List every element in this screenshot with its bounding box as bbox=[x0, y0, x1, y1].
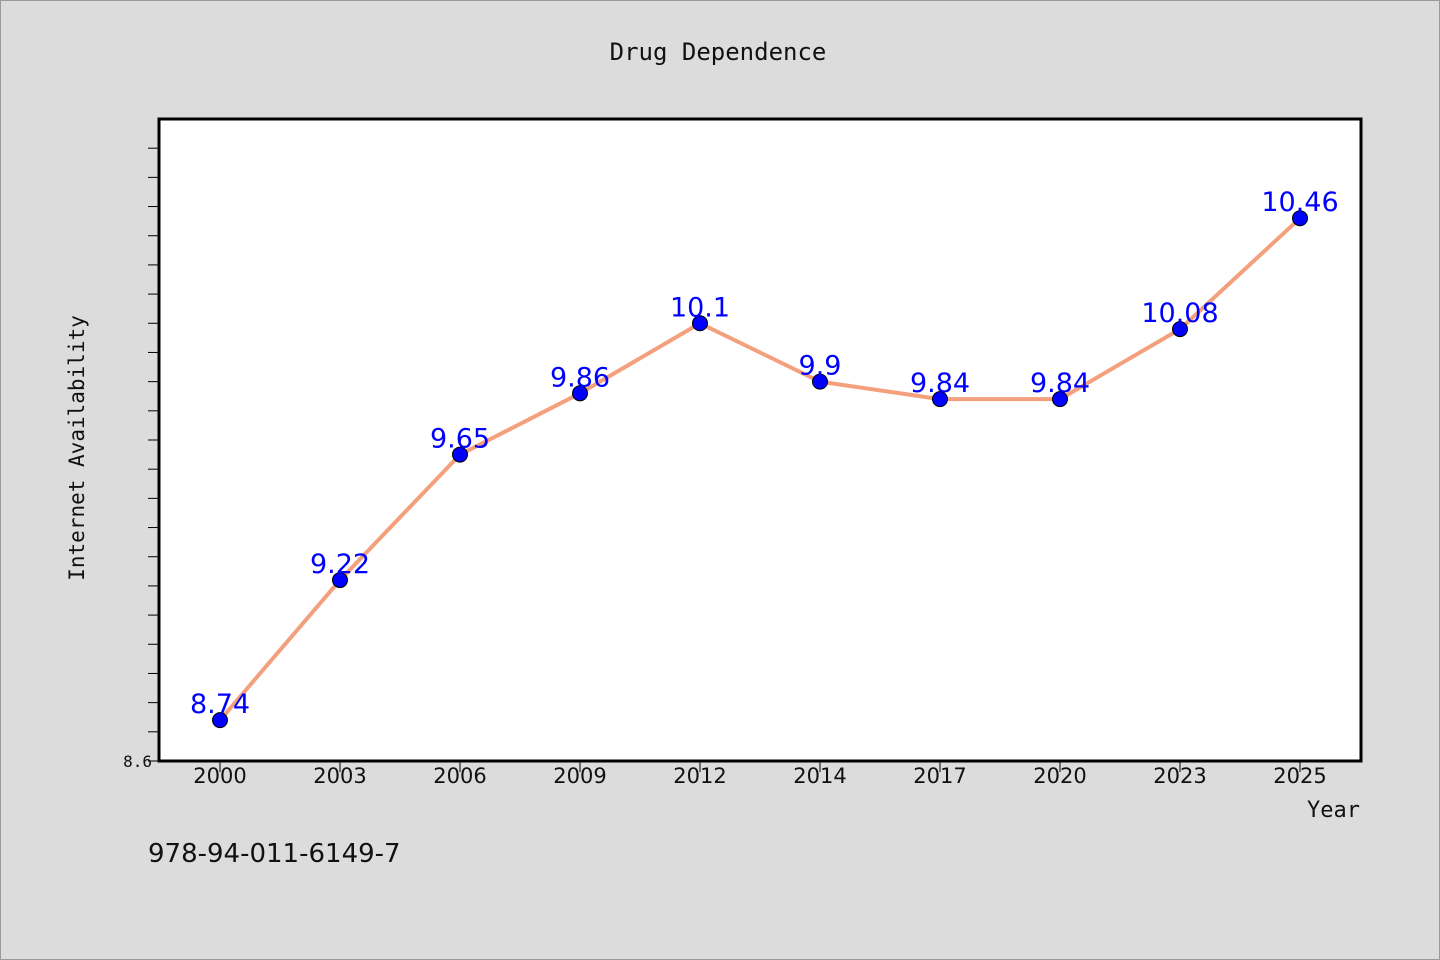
x-tick-label: 2012 bbox=[673, 764, 726, 788]
data-point bbox=[932, 391, 948, 408]
footer-id-text: 978-94-011-6149-7 bbox=[148, 839, 401, 869]
x-tick-label: 2006 bbox=[433, 764, 486, 788]
x-tick-label: 2003 bbox=[313, 764, 366, 788]
x-tick-label: 2017 bbox=[913, 764, 966, 788]
data-label: 9.9 bbox=[799, 351, 842, 382]
data-label: 9.84 bbox=[1030, 368, 1090, 399]
x-tick-label: 2014 bbox=[793, 764, 846, 788]
x-axis-ticks bbox=[219, 761, 1301, 772]
data-point bbox=[212, 712, 228, 729]
y-tick-label: 8.6 bbox=[123, 752, 152, 771]
data-point bbox=[452, 446, 468, 463]
x-tick-label: 2009 bbox=[553, 764, 606, 788]
x-axis-label: Year bbox=[1307, 798, 1360, 823]
series-layer bbox=[218, 216, 1302, 723]
data-point bbox=[1172, 321, 1188, 338]
data-label: 9.65 bbox=[430, 424, 490, 455]
x-tick-label: 2020 bbox=[1033, 764, 1086, 788]
data-point bbox=[332, 572, 348, 589]
x-tick-label: 2023 bbox=[1153, 764, 1206, 788]
data-point bbox=[692, 315, 708, 332]
y-axis-ticks bbox=[148, 147, 159, 762]
data-point bbox=[1292, 210, 1308, 227]
data-label-layer: 8.74 9.22 9.65 9.86 10.1 9.9 9.84 9.84 10.08 10.4… bbox=[190, 187, 1339, 720]
data-point bbox=[812, 373, 828, 390]
data-label: 9.22 bbox=[310, 549, 370, 580]
data-point bbox=[572, 385, 588, 402]
data-label: 9.84 bbox=[910, 368, 970, 399]
chart-title: Drug Dependence bbox=[610, 38, 827, 66]
x-tick-label: 2025 bbox=[1273, 764, 1326, 788]
y-axis-tick-labels: 8.6 bbox=[123, 752, 152, 771]
y-axis-label: Internet Availability bbox=[65, 315, 89, 581]
data-point bbox=[1052, 391, 1068, 408]
data-label: 8.74 bbox=[190, 689, 250, 720]
data-label: 10.1 bbox=[670, 292, 730, 323]
plot-area bbox=[157, 117, 1363, 763]
data-label: 10.46 bbox=[1261, 187, 1338, 218]
x-axis-tick-labels: 2000 2003 2006 2009 2012 2014 2017 2020 2023 2025 bbox=[193, 764, 1326, 788]
data-label: 10.08 bbox=[1141, 298, 1218, 329]
x-tick-label: 2000 bbox=[193, 764, 246, 788]
data-label: 9.86 bbox=[550, 362, 610, 393]
marker-layer bbox=[212, 210, 1308, 729]
series-line bbox=[218, 216, 1302, 723]
